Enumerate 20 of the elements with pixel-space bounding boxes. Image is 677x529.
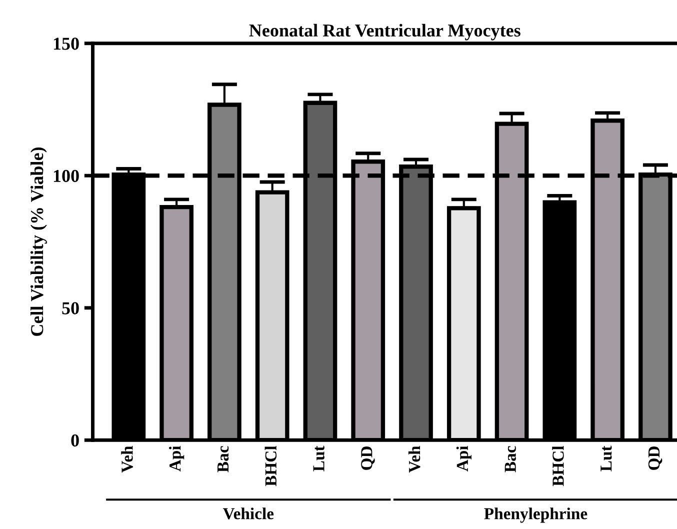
text: Vehicle bbox=[222, 508, 274, 520]
x-tick-label: BHCl bbox=[264, 446, 277, 486]
x-tick-label: BHCl bbox=[552, 446, 564, 486]
y-axis-title: Cell Viability (% Viable) bbox=[30, 148, 47, 336]
x-tick-label: Bac bbox=[504, 446, 516, 472]
text: Phenylephrine bbox=[484, 508, 588, 523]
x-tick-label: Veh bbox=[121, 446, 133, 473]
x-tick-label: Bac bbox=[218, 446, 229, 472]
x-tick-label: Lut bbox=[313, 446, 324, 472]
x-tick-label: QD bbox=[648, 446, 662, 470]
x-tick-label: Api bbox=[169, 446, 184, 472]
y-tick-label: 50 bbox=[62, 302, 79, 314]
x-tick-label: Api bbox=[456, 446, 472, 472]
x-tick-label: Veh bbox=[408, 446, 420, 473]
y-tick-label: 150 bbox=[54, 38, 79, 50]
x-tick-label: QD bbox=[361, 446, 375, 470]
chart-title: Neonatal Rat Ventricular Myocytes bbox=[249, 24, 520, 40]
y-tick-label: 0 bbox=[71, 434, 79, 447]
y-tick-label: 100 bbox=[54, 170, 79, 182]
x-tick-label: Lut bbox=[600, 446, 612, 472]
